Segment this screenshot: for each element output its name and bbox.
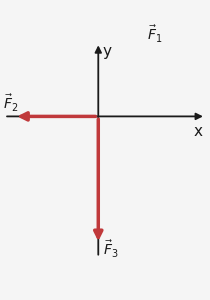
Text: x: x <box>193 124 202 139</box>
Text: y: y <box>103 44 112 59</box>
Text: $\vec{F}_2$: $\vec{F}_2$ <box>3 93 18 114</box>
Text: $\vec{F}_3$: $\vec{F}_3$ <box>103 238 119 260</box>
Text: $\vec{F}_1$: $\vec{F}_1$ <box>147 24 162 45</box>
